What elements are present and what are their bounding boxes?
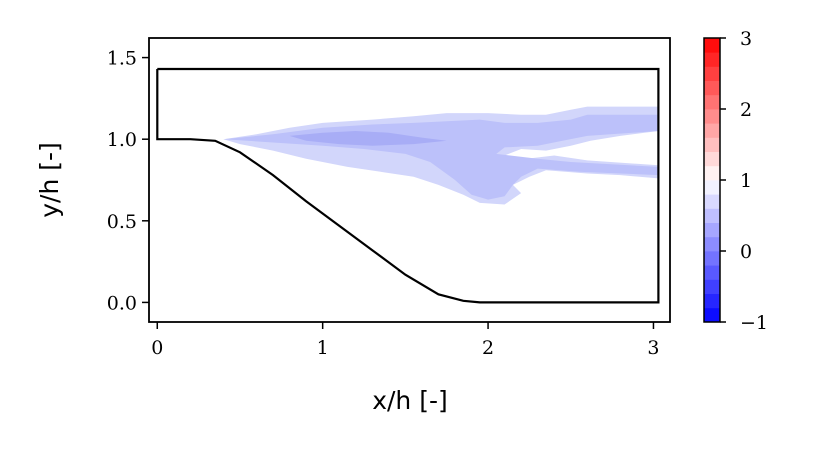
colorbar-band <box>704 293 720 309</box>
y-tick-label: 0.5 <box>107 211 137 233</box>
x-axis-label: x/h [-] <box>372 386 448 415</box>
colorbar-band <box>704 208 720 223</box>
colorbar-band <box>704 94 720 110</box>
colorbar-band <box>704 180 720 195</box>
colorbar-tick-label: 2 <box>740 99 752 121</box>
colorbar-band <box>704 251 720 266</box>
colorbar-band <box>704 52 720 67</box>
contour-region-2 <box>289 131 447 146</box>
colorbar-tick-label: 3 <box>740 28 752 50</box>
contour-fill-layer <box>223 106 659 205</box>
domain-outline <box>156 67 660 304</box>
colorbar-band <box>704 151 720 167</box>
colorbar-tick-label: −1 <box>740 312 768 334</box>
colorbar-band <box>704 194 720 209</box>
colorbar-band <box>704 265 720 280</box>
colorbar-band <box>704 109 720 124</box>
colorbar-band <box>704 137 720 152</box>
colorbar-band <box>704 66 720 81</box>
colorbar-band <box>704 38 720 53</box>
colorbar-band <box>704 236 720 252</box>
colorbar-band <box>704 279 720 294</box>
x-axis-ticks: 0 1 2 3 <box>151 322 660 359</box>
colorbar-band <box>704 307 720 323</box>
y-tick-label: 0.0 <box>107 292 137 314</box>
x-tick-label: 0 <box>151 337 163 359</box>
y-tick-label: 1.0 <box>107 129 137 151</box>
x-tick-label: 2 <box>482 337 494 359</box>
plot-area-frame <box>148 37 671 323</box>
colorbar-band <box>704 222 720 238</box>
colorbar-tick-label: 1 <box>740 170 752 192</box>
y-axis-label: y/h [-] <box>35 142 64 218</box>
y-axis-ticks: 0.0 0.5 1.0 1.5 <box>107 48 149 314</box>
colorbar-tick-label: 0 <box>740 241 752 263</box>
colorbar-band <box>704 123 720 138</box>
x-tick-label: 3 <box>647 337 659 359</box>
colorbar-band <box>704 80 720 96</box>
x-tick-label: 1 <box>317 337 329 359</box>
colorbar <box>704 38 720 323</box>
y-tick-label: 1.5 <box>107 48 137 70</box>
colorbar-band <box>704 165 720 181</box>
colorbar-ticks: −1 0 1 2 3 <box>720 28 768 334</box>
